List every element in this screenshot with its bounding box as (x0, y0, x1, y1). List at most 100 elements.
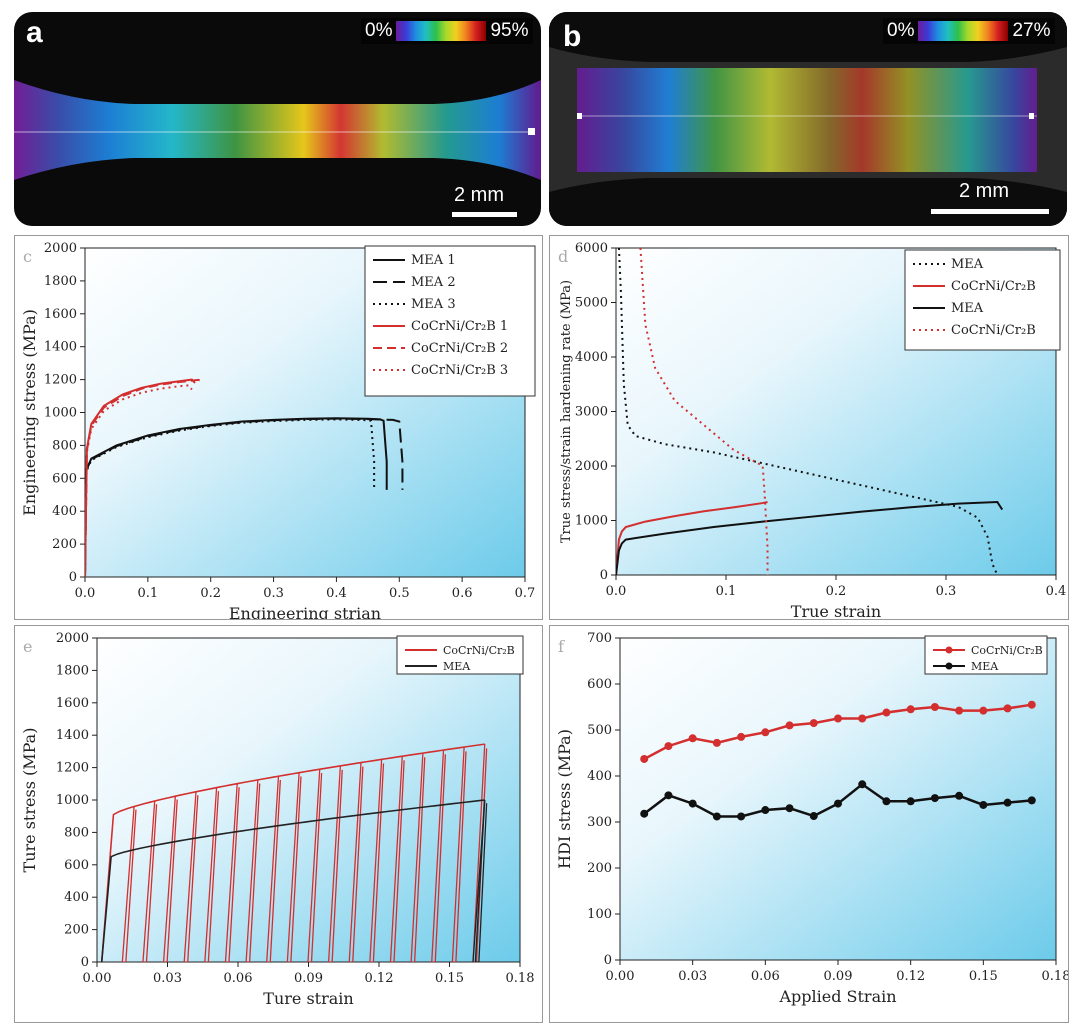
chart-panel-d: d 0.0 0.1 0.2 0.3 0.4 0 1000 2000 3000 4000 5000 600… (549, 235, 1069, 621)
x-tick-label: 0.15 (969, 969, 998, 984)
chart-d-svg: d 0.0 0.1 0.2 0.3 0.4 0 1000 2000 3000 4000 5000 600… (558, 241, 1067, 621)
x-tick-label: 0.1 (138, 586, 159, 601)
colorbar-a: 0% 95% (361, 18, 533, 44)
y-tick-label: 1600 (56, 696, 89, 711)
data-point (906, 797, 915, 806)
cycle-line (307, 769, 323, 962)
panel-letter-b: b (563, 20, 582, 53)
data-point (688, 734, 697, 743)
cycle-line (348, 762, 364, 962)
chart-e-svg: e 0.00 0.03 0.06 0.09 0.12 0.15 0.18 0 200 400 600 8… (20, 631, 535, 1008)
data-point (955, 791, 964, 800)
y-tick-label: 0 (600, 568, 608, 583)
cycle-line (224, 783, 240, 962)
y-tick-label: 4000 (575, 350, 608, 365)
x-tick-label: 0.00 (606, 969, 635, 984)
legend-box (904, 249, 1061, 351)
data-point (761, 728, 770, 737)
y-tick-label: 200 (64, 923, 89, 938)
series-line-0 (617, 248, 999, 575)
x-tick-label: 0.2 (200, 586, 221, 601)
cycle-line (327, 765, 343, 962)
panel-letter-a: a (26, 16, 43, 49)
x-axis-label: Ture strain (263, 989, 353, 1008)
y-tick-label: 600 (587, 677, 612, 692)
data-point (809, 719, 818, 728)
dic-strain-map-b (549, 12, 1067, 226)
cycle-line (183, 791, 199, 962)
series-line-2 (85, 418, 376, 577)
y-tick-label: 200 (52, 537, 77, 552)
data-point (664, 742, 673, 751)
y-tick-label: 1400 (44, 340, 77, 355)
data-point (712, 812, 721, 821)
dic-panel-a: a 0% 95% 2 mm (14, 12, 541, 226)
chart-panel-c: c 0.0 0.1 0.2 0.3 0.4 0.5 0.6 0.7 0 200 400 600 800 10… (14, 235, 543, 623)
data-point (664, 791, 673, 800)
x-tick-label: 0.4 (1046, 584, 1067, 599)
scale-bar-b (931, 209, 1049, 214)
colorbar-min-a: 0% (365, 20, 393, 41)
chart-panel-letter-e: e (23, 637, 32, 656)
y-tick-label: 1600 (44, 307, 77, 322)
y-tick-label: 300 (587, 815, 612, 830)
dic-panel-b: b 0% 27% 2 mm (549, 12, 1067, 226)
y-tick-label: 0 (81, 955, 89, 970)
y-tick-label: 1000 (56, 793, 89, 808)
cycle-line (369, 759, 385, 962)
y-tick-label: 2000 (575, 459, 608, 474)
legend-box (924, 635, 1048, 675)
legend-label: MEA (951, 257, 984, 272)
y-tick-label: 1800 (56, 663, 89, 678)
cycle-line (142, 800, 158, 962)
x-tick-label: 0.18 (1042, 969, 1068, 984)
y-tick-label: 1000 (44, 406, 77, 421)
legend-label: MEA 3 (411, 297, 456, 312)
legend-label: CoCrNi/Cr₂B 1 (411, 319, 508, 334)
y-tick-label: 500 (587, 723, 612, 738)
legend-label: CoCrNi/Cr₂B (951, 323, 1036, 338)
data-point (712, 738, 721, 747)
cycle-line (410, 753, 426, 962)
envelope-line (100, 743, 485, 962)
y-tick-label: 800 (64, 825, 89, 840)
x-tick-label: 0.5 (389, 586, 410, 601)
y-tick-label: 1200 (44, 373, 77, 388)
x-tick-label: 0.1 (716, 584, 737, 599)
legend-label: MEA (443, 660, 471, 673)
colorbar-max-a: 95% (490, 20, 529, 41)
x-tick-label: 0.12 (365, 971, 394, 986)
y-tick-label: 5000 (575, 296, 608, 311)
envelope-line (100, 799, 485, 962)
data-point (640, 809, 649, 818)
x-tick-label: 0.18 (506, 971, 535, 986)
cycle-line (389, 756, 405, 962)
colorbar-max-b: 27% (1012, 20, 1051, 41)
x-tick-label: 0.06 (751, 969, 780, 984)
x-tick-label: 0.06 (224, 971, 253, 986)
scale-label-a: 2 mm (454, 184, 504, 206)
y-tick-label: 800 (52, 438, 77, 453)
x-tick-label: 0.09 (294, 971, 323, 986)
colorbar-b: 0% 27% (883, 18, 1055, 44)
y-axis-label: HDI stress (MPa) (555, 729, 574, 869)
series-MEA (100, 799, 488, 962)
x-axis-label: Engineering strian (229, 604, 381, 619)
scale-label-b: 2 mm (959, 180, 1009, 202)
data-point (906, 705, 915, 714)
y-tick-label: 0 (69, 570, 77, 585)
legend-label: MEA (971, 660, 999, 673)
y-tick-label: 6000 (575, 241, 608, 256)
x-tick-label: 0.2 (826, 584, 847, 599)
cycle-line (204, 787, 220, 962)
legend-label: CoCrNi/Cr₂B 2 (411, 341, 508, 356)
legend-box (364, 245, 536, 397)
y-tick-label: 2000 (44, 241, 77, 256)
y-tick-label: 1400 (56, 728, 89, 743)
x-tick-label: 0.03 (153, 971, 182, 986)
x-tick-label: 0.15 (435, 971, 464, 986)
legend-label: CoCrNi/Cr₂B 3 (411, 363, 508, 378)
x-tick-label: 0.6 (452, 586, 473, 601)
data-point (979, 706, 988, 715)
cycle-line (245, 779, 261, 962)
